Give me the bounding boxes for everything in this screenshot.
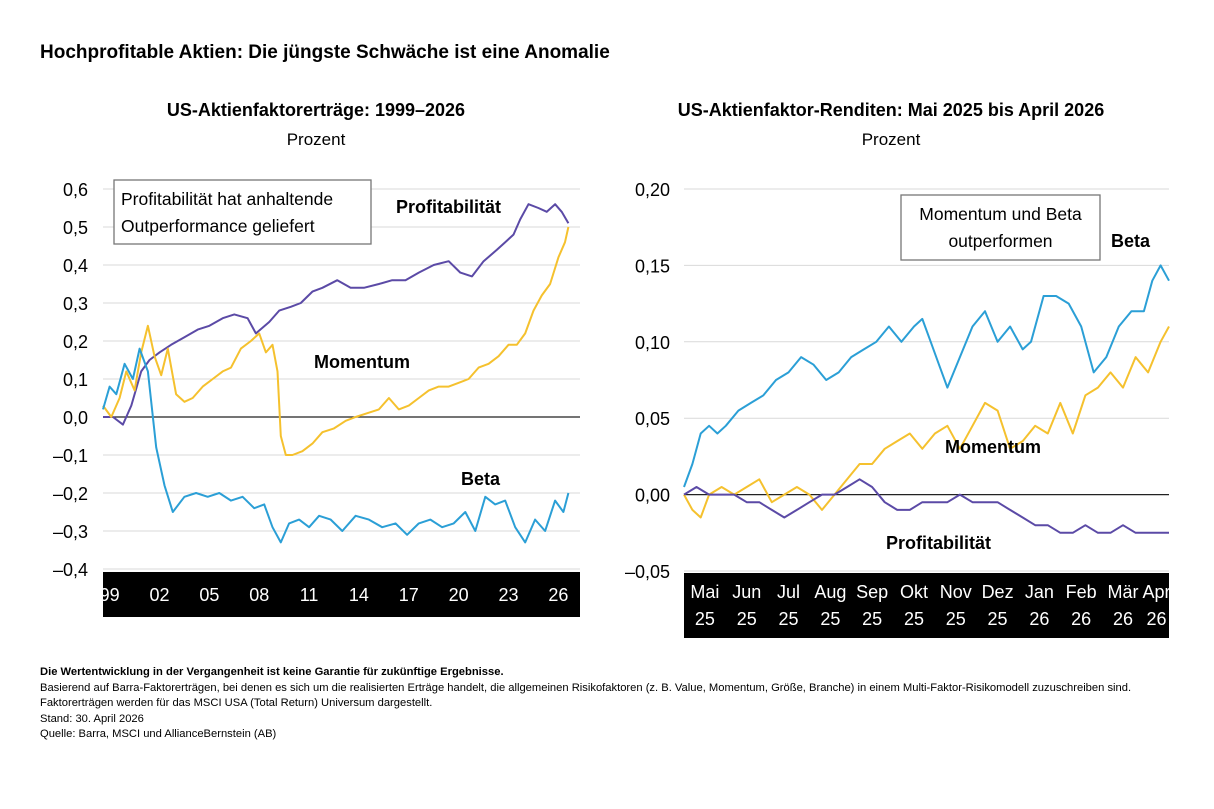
x-tick-label: 11 — [300, 585, 319, 605]
x-tick-label: 20 — [449, 585, 469, 605]
x-tick-label-month: Jul — [777, 582, 800, 602]
y-tick-label: 0,3 — [63, 294, 88, 314]
x-tick-label-year: 26 — [1113, 609, 1133, 629]
y-tick-label: 0,6 — [63, 180, 88, 200]
x-tick-label-year: 26 — [1029, 609, 1049, 629]
x-tick-label-year: 25 — [737, 609, 757, 629]
series-line-momentum — [683, 326, 1170, 519]
series-line-beta — [102, 347, 570, 544]
annotation-box — [900, 194, 1101, 261]
footnotes: Die Wertentwicklung in der Vergangenheit… — [40, 665, 1190, 743]
x-tick-label-year: 25 — [695, 609, 715, 629]
series-line-profitabilität — [683, 478, 1169, 534]
series-label: Profitabilität — [886, 533, 991, 553]
x-tick-label-month: Dez — [982, 582, 1014, 602]
x-tick-label: 17 — [399, 585, 419, 605]
annotation-box — [113, 179, 372, 245]
chart-subtitle: Prozent — [287, 130, 346, 149]
x-tick-label: 02 — [149, 585, 169, 605]
series-label: Beta — [1111, 231, 1151, 251]
date-text: Stand: 30. April 2026 — [40, 712, 144, 725]
y-tick-label: –0,05 — [625, 562, 670, 582]
x-tick-label: 05 — [199, 585, 219, 605]
series-label: Momentum — [314, 352, 410, 372]
y-tick-label: 0,00 — [635, 486, 670, 506]
x-tick-label-month: Jun — [732, 582, 761, 602]
x-tick-label-month: Nov — [940, 582, 972, 602]
x-tick-label: 08 — [249, 585, 269, 605]
y-tick-label: 0,0 — [63, 408, 88, 428]
y-tick-label: 0,1 — [63, 370, 88, 390]
x-tick-label-month: Okt — [900, 582, 928, 602]
x-tick-label: 14 — [349, 585, 369, 605]
series-label: Momentum — [945, 437, 1041, 457]
x-tick-label: 99 — [100, 585, 120, 605]
x-tick-label-year: 25 — [862, 609, 882, 629]
x-tick-label-month: Jan — [1025, 582, 1054, 602]
x-tick-label-year: 25 — [779, 609, 799, 629]
basis-text: Basierend auf Barra-Faktorerträgen, bei … — [40, 681, 1132, 710]
x-tick-label: 23 — [499, 585, 519, 605]
x-tick-label-month: Sep — [856, 582, 888, 602]
chart-subtitle: Prozent — [862, 130, 921, 149]
x-tick-label-month: Mär — [1108, 582, 1139, 602]
y-tick-label: 0,05 — [635, 409, 670, 429]
x-tick-label: 26 — [548, 585, 568, 605]
chart-title: US-Aktienfaktor-Renditen: Mai 2025 bis A… — [678, 100, 1104, 120]
x-tick-label-year: 25 — [904, 609, 924, 629]
x-tick-label-year: 26 — [1071, 609, 1091, 629]
disclaimer-text: Die Wertentwicklung in der Vergangenheit… — [40, 666, 504, 678]
x-tick-label-month: Apr — [1142, 582, 1170, 602]
main-title: Hochprofitable Aktien: Die jüngste Schwä… — [40, 42, 610, 63]
y-tick-label: 0,10 — [635, 333, 670, 353]
charts-canvas: US-Aktienfaktorerträge: 1999–2026 Prozent… — [53, 100, 1170, 638]
y-tick-label: 0,5 — [63, 218, 88, 238]
source-text: Quelle: Barra, MSCI und AllianceBernstei… — [40, 728, 277, 740]
chart-title: US-Aktienfaktorerträge: 1999–2026 — [167, 100, 465, 120]
annotation-text: outperformen — [948, 231, 1052, 251]
y-tick-label: –0,2 — [53, 484, 88, 504]
annotation-text: Momentum und Beta — [919, 204, 1082, 224]
x-tick-label-month: Mai — [690, 582, 719, 602]
y-tick-label: 0,20 — [635, 180, 670, 200]
x-tick-label-month: Feb — [1066, 582, 1097, 602]
series-line-profitabilität — [103, 203, 570, 426]
annotation-text: Profitabilität hat anhaltende — [121, 189, 333, 209]
x-axis-band — [103, 572, 580, 617]
y-tick-label: –0,3 — [53, 522, 88, 542]
chart-2: US-Aktienfaktor-Renditen: Mai 2025 bis A… — [625, 100, 1170, 638]
chart-1: US-Aktienfaktorerträge: 1999–2026 Prozent… — [53, 100, 580, 617]
series-label: Beta — [461, 469, 501, 489]
y-tick-label: 0,4 — [63, 256, 88, 276]
annotation-text: Outperformance geliefert — [121, 216, 315, 236]
series-label: Profitabilität — [396, 197, 501, 217]
y-tick-label: –0,1 — [53, 446, 88, 466]
x-tick-label-year: 25 — [820, 609, 840, 629]
x-tick-label-year: 25 — [988, 609, 1008, 629]
y-tick-label: 0,15 — [635, 256, 670, 276]
y-tick-label: –0,4 — [53, 560, 88, 580]
y-tick-label: 0,2 — [63, 332, 88, 352]
series-line-momentum — [102, 226, 570, 456]
series-line-beta — [683, 264, 1170, 488]
x-axis-band — [684, 573, 1169, 638]
x-tick-label-month: Aug — [814, 582, 846, 602]
x-tick-label-year: 26 — [1146, 609, 1166, 629]
x-tick-label-year: 25 — [946, 609, 966, 629]
